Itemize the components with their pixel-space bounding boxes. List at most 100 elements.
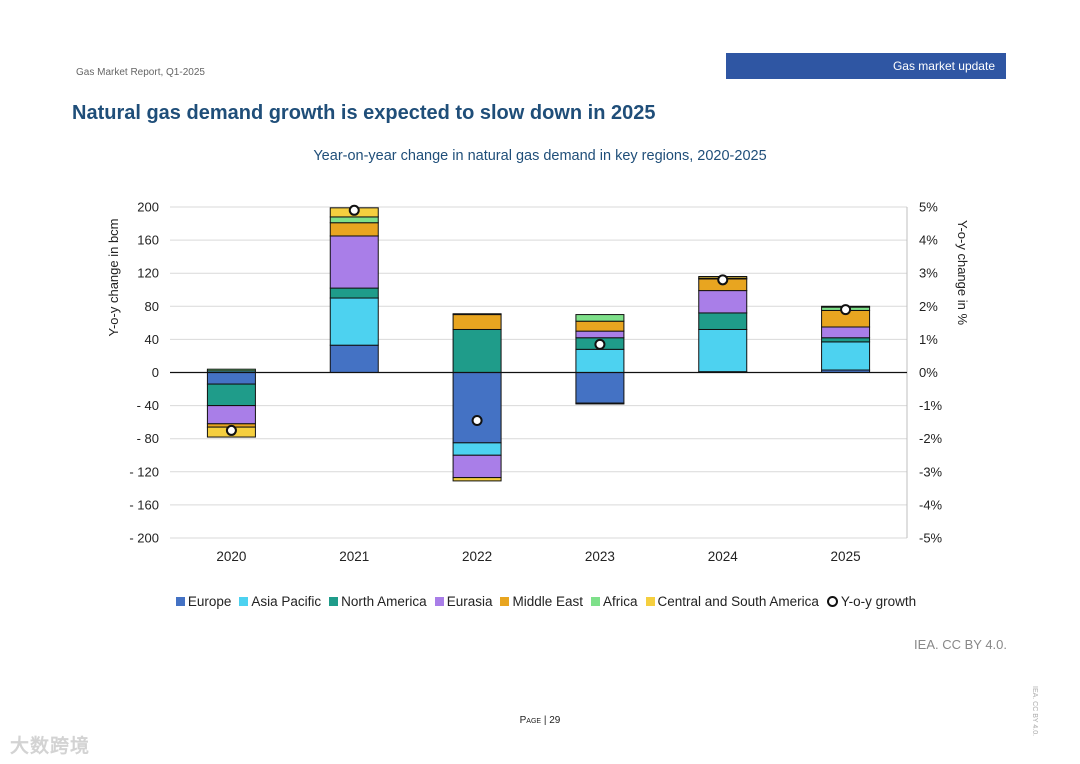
- bar-segment: [452, 313, 502, 316]
- bar-segment: [452, 477, 502, 482]
- y-tick-label: 40: [145, 332, 159, 347]
- bar-segment: [821, 341, 871, 371]
- bar-segment: [698, 290, 748, 314]
- page-number: Page | 29: [0, 715, 1080, 726]
- bar-segment: [452, 314, 502, 330]
- legend-swatch: [175, 597, 185, 606]
- bar-segment: [329, 216, 379, 224]
- bar-segment: [329, 297, 379, 346]
- y-tick-label: - 200: [129, 531, 159, 546]
- bar-segment: [452, 454, 502, 479]
- y-tick-label: 0: [152, 365, 159, 380]
- bar-segment: [575, 314, 625, 322]
- report-label: Gas Market Report, Q1-2025: [76, 67, 205, 78]
- legend-label: Asia Pacific: [251, 594, 322, 609]
- bar-segment: [329, 222, 379, 237]
- growth-point: [471, 414, 483, 426]
- watermark: 大数跨境: [10, 736, 91, 757]
- bar-segment: [575, 372, 625, 404]
- growth-point: [840, 304, 852, 316]
- chart-legend: Europe Asia Pacific North America Eurasia Mi…: [0, 594, 1080, 609]
- bar-segment: [575, 348, 625, 373]
- y-right-tick-label: -1%: [919, 398, 943, 413]
- legend-item: Y-o-y growth: [826, 594, 917, 609]
- y-right-tick-label: 2%: [919, 299, 938, 314]
- y-right-tick-label: 3%: [919, 266, 938, 281]
- bar-segment: [206, 372, 256, 385]
- bar-segment: [452, 372, 502, 444]
- legend-swatch: [591, 597, 601, 606]
- y-axis-label: Y-o-y change in bcm: [106, 218, 121, 336]
- legend-label: Europe: [187, 594, 232, 609]
- legend-item: Asia Pacific: [239, 594, 321, 609]
- chart-title: Year-on-year change in natural gas deman…: [313, 148, 767, 164]
- bar-segment: [821, 337, 871, 343]
- bar-segment: [575, 402, 625, 405]
- section-tag: Gas market update: [726, 53, 1006, 79]
- bar-segment: [575, 330, 625, 339]
- y-tick-label: 120: [137, 266, 159, 281]
- bar-segment: [575, 320, 625, 332]
- y-tick-label: - 160: [129, 497, 159, 512]
- y-tick-label: - 80: [137, 431, 159, 446]
- bar-segment: [698, 312, 748, 330]
- legend-label: North America: [341, 594, 427, 609]
- legend-item: Europe: [175, 594, 232, 609]
- legend-item: Middle East: [500, 594, 583, 609]
- x-tick-label: 2021: [339, 549, 369, 564]
- legend-swatch: [645, 597, 655, 606]
- legend-item: Africa: [591, 594, 638, 609]
- legend-item: Central and South America: [645, 594, 819, 609]
- growth-point: [717, 274, 729, 286]
- legend-item: North America: [329, 594, 427, 609]
- bar-segment: [206, 383, 256, 407]
- y-right-axis-label: Y-o-y change in %: [955, 220, 970, 325]
- legend-swatch: [500, 597, 510, 606]
- y-right-tick-label: -4%: [919, 497, 943, 512]
- page-title: Natural gas demand growth is expected to…: [72, 102, 656, 124]
- x-tick-label: 2023: [585, 549, 615, 564]
- bar-segment: [698, 328, 748, 373]
- side-credit: IEA. CC BY 4.0.: [1031, 686, 1038, 737]
- y-right-tick-label: 1%: [919, 332, 938, 347]
- legend-label: Eurasia: [446, 594, 493, 609]
- legend-swatch: [239, 597, 249, 606]
- bar-segment: [329, 235, 379, 289]
- legend-label: Central and South America: [657, 594, 819, 609]
- legend-swatch: [434, 597, 444, 606]
- x-tick-label: 2025: [831, 549, 861, 564]
- bar-segment: [206, 368, 256, 372]
- x-tick-label: 2024: [708, 549, 739, 564]
- credit-line: IEA. CC BY 4.0.: [914, 637, 1007, 652]
- bar-segment: [452, 442, 502, 456]
- bar-segment: [452, 328, 502, 373]
- legend-label: Africa: [603, 594, 638, 609]
- y-right-tick-label: -2%: [919, 431, 943, 446]
- y-tick-label: 80: [145, 299, 159, 314]
- bar-segment: [329, 287, 379, 299]
- legend-swatch: [329, 597, 339, 606]
- bar-segment: [206, 405, 256, 425]
- growth-point: [225, 424, 237, 436]
- legend-label: Y-o-y growth: [840, 594, 917, 609]
- y-tick-label: - 40: [137, 398, 159, 413]
- y-right-tick-label: 4%: [919, 233, 938, 248]
- y-tick-label: 200: [137, 200, 159, 215]
- bar-segment: [329, 344, 379, 374]
- growth-point: [594, 338, 606, 350]
- legend-label: Middle East: [512, 594, 584, 609]
- page-word: Page: [519, 715, 542, 726]
- page-number-value: | 29: [543, 715, 561, 726]
- y-tick-label: - 120: [129, 464, 159, 479]
- y-tick-label: 160: [137, 233, 159, 248]
- growth-point: [348, 204, 360, 216]
- y-right-tick-label: -3%: [919, 464, 943, 479]
- y-right-tick-label: -5%: [919, 531, 943, 546]
- y-right-tick-label: 5%: [919, 200, 938, 215]
- x-tick-label: 2020: [216, 549, 246, 564]
- bar-segment: [821, 326, 871, 339]
- legend-marker-icon: [826, 596, 838, 607]
- x-tick-label: 2022: [462, 549, 492, 564]
- legend-item: Eurasia: [434, 594, 493, 609]
